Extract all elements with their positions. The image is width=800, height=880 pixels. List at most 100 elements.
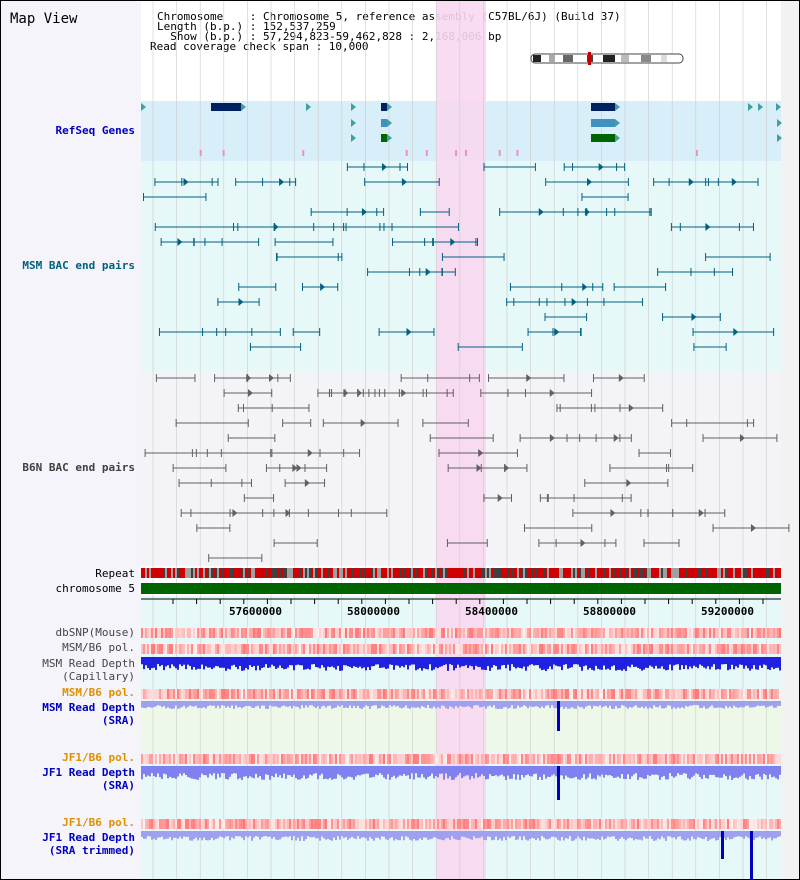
- jf1-depth-sra-bar: [641, 766, 643, 778]
- jf1-b6-pol-cell: [551, 754, 553, 764]
- msm-b6-pol-cell: [619, 644, 621, 654]
- msm-depth-sra-bar: [471, 701, 473, 709]
- msm-depth-capillary-bar: [679, 657, 681, 670]
- msm-b6-pol-cell: [661, 689, 663, 699]
- repeat-cell: [151, 568, 153, 578]
- msm-depth-sra-bar: [749, 701, 751, 708]
- msm-depth-capillary-bar: [393, 657, 395, 670]
- jf1-b6-pol-cell: [691, 754, 693, 764]
- jf1-b6-pol-cell: [595, 754, 597, 764]
- msm-b6-pol-cell: [497, 644, 499, 654]
- jf1-b6-pol-cell: [549, 819, 551, 829]
- repeat-cell: [671, 568, 673, 578]
- msm-depth-sra-bar: [413, 701, 415, 708]
- repeat-cell: [637, 568, 639, 578]
- jf1-b6-pol-cell: [693, 754, 695, 764]
- jf1-b6-pol-cell: [775, 819, 777, 829]
- jf1-depth-trimmed-bar: [447, 831, 449, 838]
- dbsnp-cell: [713, 628, 715, 638]
- msm-b6-pol-cell: [629, 644, 631, 654]
- msm-b6-pol-cell: [203, 689, 205, 699]
- label-refseq-genes[interactable]: RefSeq Genes: [55, 124, 135, 137]
- repeat-cell: [477, 568, 479, 578]
- label-msm-depth-capillary: MSM Read Depth: [42, 657, 135, 670]
- dbsnp-cell: [431, 628, 433, 638]
- jf1-depth-trimmed-bar: [709, 831, 711, 840]
- msm-depth-capillary-bar: [751, 657, 753, 669]
- jf1-depth-trimmed-bar: [651, 831, 653, 840]
- jf1-depth-trimmed-bar: [295, 831, 297, 841]
- jf1-b6-pol-cell: [613, 754, 615, 764]
- repeat-cell: [713, 568, 715, 578]
- repeat-cell: [381, 568, 383, 578]
- msm-b6-pol-cell: [429, 689, 431, 699]
- msm-b6-pol-cell: [377, 689, 379, 699]
- msm-depth-capillary-bar: [559, 657, 561, 667]
- jf1-depth-sra-bar: [769, 766, 771, 775]
- jf1-b6-pol-cell: [253, 819, 255, 829]
- repeat-cell: [239, 568, 241, 578]
- msm-depth-capillary-bar: [419, 657, 421, 669]
- jf1-depth-trimmed-bar: [705, 831, 707, 837]
- msm-b6-pol-cell: [181, 689, 183, 699]
- jf1-b6-pol-cell: [689, 819, 691, 829]
- jf1-b6-pol-cell: [509, 819, 511, 829]
- jf1-depth-trimmed-bar: [543, 831, 545, 838]
- repeat-cell: [417, 568, 419, 578]
- msm-depth-sra-bar: [165, 701, 167, 709]
- msm-depth-capillary-bar: [391, 657, 393, 665]
- msm-depth-sra-bar: [491, 701, 493, 708]
- jf1-depth-sra-bar: [585, 766, 587, 780]
- jf1-depth-sra-bar: [145, 766, 147, 777]
- jf1-b6-pol-cell: [759, 754, 761, 764]
- msm-b6-pol-cell: [431, 644, 433, 654]
- label-b6n-bac[interactable]: B6N BAC end pairs: [22, 461, 135, 474]
- msm-bac-pair: [582, 283, 588, 291]
- msm-depth-capillary-bar: [777, 657, 779, 668]
- msm-depth-capillary-bar: [323, 657, 325, 668]
- msm-b6-pol-cell: [655, 689, 657, 699]
- jf1-b6-pol-cell: [619, 819, 621, 829]
- jf1-depth-sra-bar: [691, 766, 693, 778]
- dbsnp-cell: [529, 628, 531, 638]
- jf1-depth-trimmed-bar: [731, 831, 733, 840]
- dbsnp-cell: [775, 628, 777, 638]
- msm-depth-sra-bar: [633, 701, 635, 707]
- msm-b6-pol-cell: [383, 644, 385, 654]
- msm-depth-sra-bar: [387, 701, 389, 708]
- msm-b6-pol-cell: [489, 689, 491, 699]
- dbsnp-cell: [771, 628, 773, 638]
- repeat-cell: [575, 568, 577, 578]
- jf1-depth-sra-bar: [267, 766, 269, 775]
- dbsnp-cell: [709, 628, 711, 638]
- label-msm-bac[interactable]: MSM BAC end pairs: [22, 259, 135, 272]
- jf1-depth-trimmed-bar: [309, 831, 311, 838]
- jf1-depth-sra-bar: [545, 766, 547, 779]
- jf1-depth-trimmed-bar: [551, 831, 553, 837]
- jf1-depth-sra-bar: [141, 766, 143, 780]
- jf1-b6-pol-cell: [507, 754, 509, 764]
- msm-depth-capillary-bar: [167, 657, 169, 666]
- msm-b6-pol-cell: [239, 689, 241, 699]
- msm-depth-capillary-bar: [479, 657, 481, 668]
- jf1-depth-trimmed-bar: [313, 831, 315, 837]
- gene-tick: [302, 150, 305, 156]
- msm-b6-pol-cell: [205, 689, 207, 699]
- jf1-depth-trimmed-bar: [715, 831, 717, 841]
- msm-depth-capillary-bar: [409, 657, 411, 666]
- jf1-b6-pol-cell: [623, 819, 625, 829]
- jf1-b6-pol-cell: [631, 754, 633, 764]
- msm-depth-sra-bar: [259, 701, 261, 709]
- msm-depth-capillary-bar: [225, 657, 227, 671]
- repeat-cell: [475, 568, 477, 578]
- jf1-depth-sra-bar: [413, 766, 415, 780]
- jf1-depth-trimmed-bar: [307, 831, 309, 837]
- jf1-b6-pol-cell: [471, 819, 473, 829]
- track-label-panel: [1, 1, 141, 879]
- jf1-depth-sra-bar: [221, 766, 223, 774]
- msm-b6-pol-cell: [683, 644, 685, 654]
- jf1-b6-pol-cell: [657, 754, 659, 764]
- jf1-depth-trimmed-bar: [279, 831, 281, 840]
- msm-depth-sra-bar: [405, 701, 407, 706]
- jf1-b6-pol-cell: [557, 819, 559, 829]
